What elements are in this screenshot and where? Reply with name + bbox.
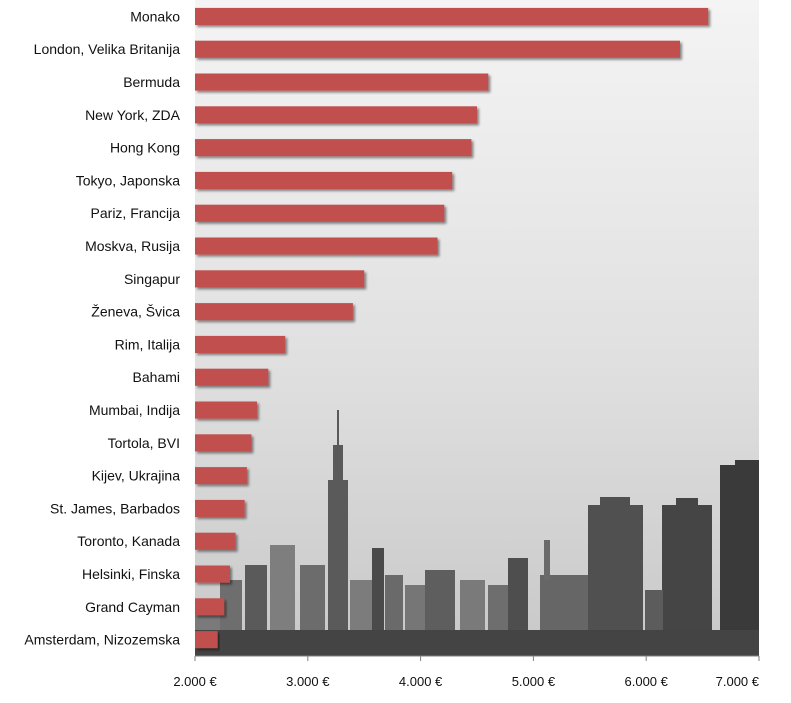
- bar: [195, 401, 257, 419]
- category-label: Pariz, Francija: [91, 205, 181, 221]
- x-tick-label: 7.000 €: [716, 674, 760, 689]
- bars-layer: [195, 7, 709, 649]
- category-labels: Monako London, Velika Britanija Bermuda New…: [24, 8, 180, 647]
- category-label: Tortola, BVI: [108, 435, 180, 451]
- x-tick-label: 3.000 €: [286, 674, 330, 689]
- bar: [195, 565, 230, 583]
- bar: [195, 204, 445, 222]
- category-label: Hong Kong: [110, 140, 180, 156]
- bar: [195, 434, 252, 452]
- bar: [195, 106, 477, 124]
- bar: [195, 368, 269, 386]
- category-label: Helsinki, Finska: [82, 566, 180, 582]
- category-label: Singapur: [124, 271, 180, 287]
- x-tick-label: 2.000 €: [173, 674, 217, 689]
- bar: [195, 335, 286, 353]
- category-label: St. James, Barbados: [50, 500, 180, 516]
- bar: [195, 139, 472, 157]
- category-label: Mumbai, Indija: [89, 402, 180, 418]
- bar: [195, 303, 353, 321]
- city-skyline-image: [195, 410, 759, 656]
- category-label: New York, ZDA: [85, 107, 181, 123]
- category-label: Ženeva, Švica: [91, 304, 180, 320]
- category-label: Tokyo, Japonska: [76, 172, 180, 188]
- bar: [195, 7, 709, 26]
- category-label: Amsterdam, Nizozemska: [24, 632, 180, 648]
- category-label: Moskva, Rusija: [85, 238, 180, 254]
- category-label: Monako: [130, 8, 180, 24]
- category-label: Kijev, Ukrajina: [92, 468, 181, 484]
- bar: [195, 499, 245, 517]
- category-label: Bermuda: [123, 74, 180, 90]
- bar: [195, 631, 218, 649]
- category-label: Bahami: [133, 369, 180, 385]
- bar: [195, 467, 247, 485]
- bar: [195, 237, 438, 255]
- category-label: Rim, Italija: [115, 336, 181, 352]
- bar: [195, 532, 236, 550]
- x-tick-label: 4.000 €: [399, 674, 443, 689]
- bar: [195, 73, 489, 91]
- category-label: London, Velika Britanija: [34, 41, 181, 57]
- x-tick-label: 6.000 €: [625, 674, 669, 689]
- category-label: Toronto, Kanada: [77, 533, 180, 549]
- category-label: Grand Cayman: [85, 599, 180, 615]
- bar: [195, 598, 225, 616]
- x-tick-label: 5.000 €: [512, 674, 556, 689]
- bar: [195, 171, 453, 189]
- plot-background: [195, 0, 759, 656]
- bar: [195, 40, 680, 58]
- bar: [195, 270, 365, 288]
- x-axis-ticks: 2.000 € 3.000 € 4.000 € 5.000 € 6.000 € 7.000…: [173, 656, 760, 689]
